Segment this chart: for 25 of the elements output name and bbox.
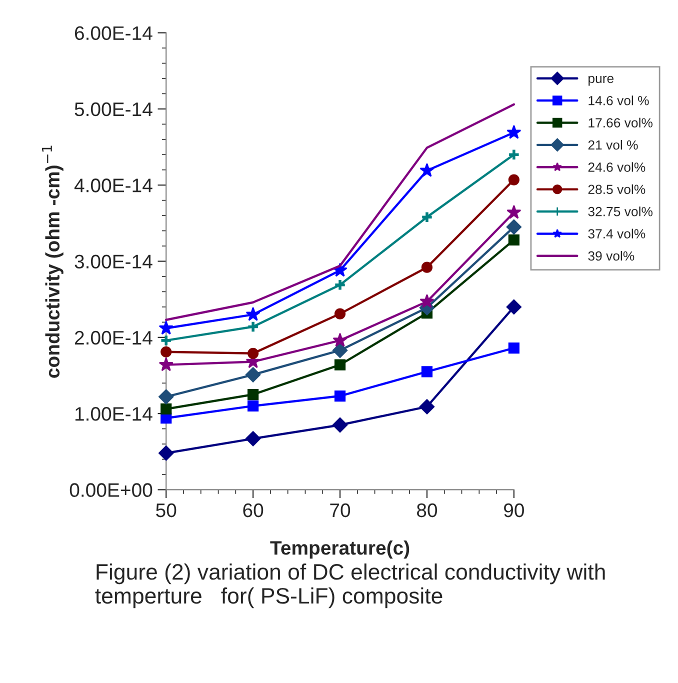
y-tick-label: 4.00E-14 — [74, 178, 152, 192]
y-tick-label: 5.00E-14 — [74, 102, 152, 116]
legend-label: 37.4 vol% — [588, 228, 646, 238]
x-tick-label: 90 — [504, 503, 524, 518]
legend-label: 39 vol% — [588, 250, 634, 261]
y-tick-label: 0.00E+00 — [70, 483, 152, 497]
x-tick-label: 60 — [243, 503, 264, 518]
legend-label: 32.75 vol% — [588, 206, 653, 216]
y-tick-label: 3.00E-14 — [74, 254, 152, 268]
y-tick-label: 2.00E-14 — [74, 330, 152, 345]
legend-label: 21 vol % — [588, 140, 638, 150]
x-tick-label: 50 — [156, 503, 176, 518]
legend-label: 28.5 vol% — [588, 184, 646, 194]
x-tick-label: 70 — [330, 503, 350, 518]
legend-label: 14.6 vol % — [588, 96, 649, 106]
x-tick-label: 80 — [417, 503, 438, 518]
legend-label: pure — [588, 76, 614, 86]
y-axis-title: conductivity (ohm -cm)$^{−1}$ — [42, 146, 64, 378]
legend-label: 17.66 vol% — [588, 118, 653, 128]
y-tick-label: 6.00E-14 — [74, 26, 152, 40]
legend-label: 24.6 vol% — [588, 162, 646, 172]
text: Figure (2) variation of DC electrical conductivity with temperture for( PS-LiF) composite — [95, 563, 605, 608]
line-series — [165, 103, 516, 321]
x-axis-title: Temperature(c) — [270, 540, 410, 559]
y-tick-label: 1.00E-14 — [75, 407, 152, 421]
